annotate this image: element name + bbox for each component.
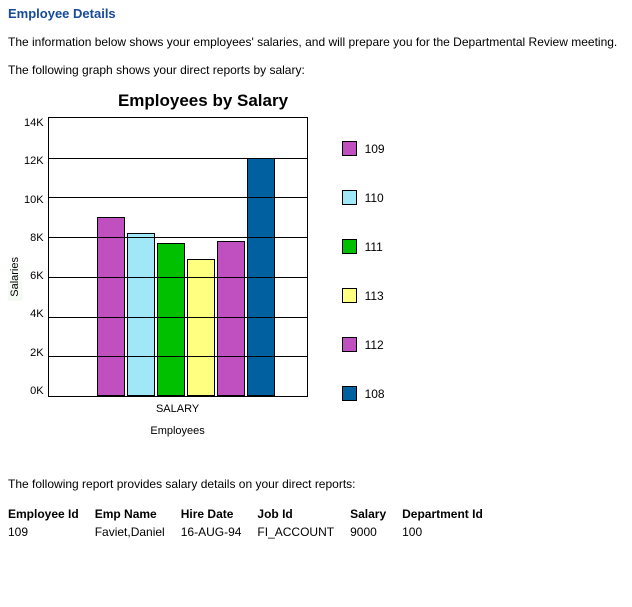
gridline bbox=[49, 317, 307, 318]
bar-109 bbox=[97, 217, 125, 396]
col-header: Emp Name bbox=[95, 505, 181, 523]
legend-item-108: 108 bbox=[342, 386, 385, 401]
col-header: Job Id bbox=[257, 505, 350, 523]
legend-swatch bbox=[342, 337, 357, 352]
table-row: 109Faviet,Daniel16-AUG-94FI_ACCOUNT90001… bbox=[8, 523, 499, 541]
y-tick: 8K bbox=[30, 232, 43, 244]
table-cell: Faviet,Daniel bbox=[95, 523, 181, 541]
legend-item-113: 113 bbox=[342, 288, 385, 303]
y-tick: 0K bbox=[30, 385, 43, 397]
y-ticks: 14K 12K 10K 8K 6K 4K 2K 0K bbox=[24, 117, 48, 397]
legend-item-110: 110 bbox=[342, 190, 385, 205]
legend-label: 113 bbox=[365, 289, 384, 303]
gridline bbox=[49, 277, 307, 278]
y-tick: 2K bbox=[30, 347, 43, 359]
x-axis-label: Employees bbox=[48, 425, 308, 437]
table-cell: 9000 bbox=[350, 523, 402, 541]
col-header: Hire Date bbox=[181, 505, 258, 523]
salary-chart: Employees by Salary Salaries 14K 12K 10K 8K… bbox=[8, 91, 624, 437]
legend-label: 111 bbox=[365, 240, 383, 254]
col-header: Department Id bbox=[402, 505, 499, 523]
gridline bbox=[49, 356, 307, 357]
legend-swatch bbox=[342, 141, 357, 156]
y-tick: 10K bbox=[24, 194, 44, 206]
legend-swatch bbox=[342, 190, 357, 205]
y-axis-label: Salaries bbox=[8, 253, 22, 301]
gridline bbox=[49, 197, 307, 198]
col-header: Salary bbox=[350, 505, 402, 523]
table-cell: 109 bbox=[8, 523, 95, 541]
intro-text-2: The following graph shows your direct re… bbox=[8, 63, 624, 77]
table-cell: 16-AUG-94 bbox=[181, 523, 258, 541]
legend-item-109: 109 bbox=[342, 141, 385, 156]
legend-item-112: 112 bbox=[342, 337, 385, 352]
report-intro: The following report provides salary det… bbox=[8, 477, 624, 491]
bar-110 bbox=[127, 233, 155, 396]
legend-item-111: 111 bbox=[342, 239, 385, 254]
bar-113 bbox=[187, 259, 215, 396]
legend: 109 110 111 113 112 108 bbox=[342, 117, 385, 401]
report-table: Employee IdEmp NameHire DateJob IdSalary… bbox=[8, 505, 499, 541]
legend-label: 109 bbox=[365, 142, 385, 156]
legend-label: 108 bbox=[365, 387, 385, 401]
y-tick: 4K bbox=[30, 308, 43, 320]
plot-area bbox=[48, 117, 308, 397]
y-tick: 14K bbox=[24, 117, 44, 129]
intro-text-1: The information below shows your employe… bbox=[8, 35, 624, 49]
legend-swatch bbox=[342, 386, 357, 401]
bar-112 bbox=[217, 241, 245, 396]
y-tick: 6K bbox=[30, 270, 43, 282]
bar-111 bbox=[157, 243, 185, 396]
table-cell: 100 bbox=[402, 523, 499, 541]
x-tick-label: SALARY bbox=[48, 403, 308, 415]
gridline bbox=[49, 237, 307, 238]
y-tick: 12K bbox=[24, 155, 44, 167]
table-cell: FI_ACCOUNT bbox=[257, 523, 350, 541]
legend-swatch bbox=[342, 288, 357, 303]
chart-title: Employees by Salary bbox=[8, 91, 398, 111]
legend-swatch bbox=[342, 239, 357, 254]
gridline bbox=[49, 158, 307, 159]
col-header: Employee Id bbox=[8, 505, 95, 523]
page-title: Employee Details bbox=[8, 6, 624, 21]
legend-label: 112 bbox=[365, 338, 384, 352]
legend-label: 110 bbox=[365, 191, 384, 205]
